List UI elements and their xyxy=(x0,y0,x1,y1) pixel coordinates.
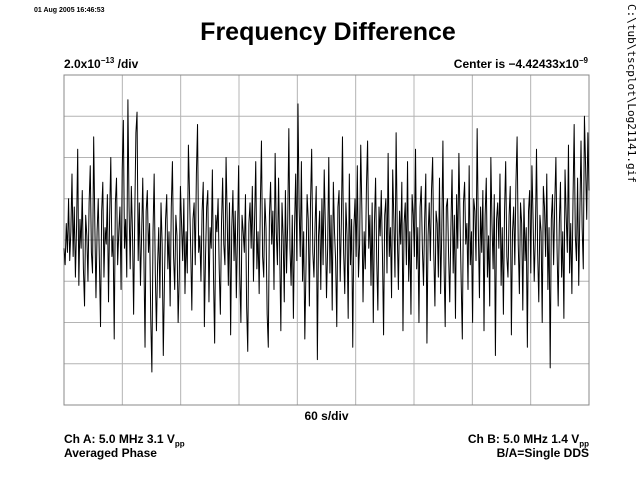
channel-b-mode: B/A=Single DDS xyxy=(496,446,589,460)
center-value-label: Center is −4.42433x10−9 xyxy=(453,56,588,72)
channel-a-mode: Averaged Phase xyxy=(64,446,157,460)
timestamp: 01 Aug 2005 16:46:53 xyxy=(34,7,105,14)
channel-a-unit-subscript: pp xyxy=(174,439,185,449)
channel-a-info: Ch A: 5.0 MHz 3.1 Vpp xyxy=(64,432,185,449)
center-value-prefix: Center is −4.42433x10 xyxy=(453,57,579,71)
channel-b-info: Ch B: 5.0 MHz 1.4 Vpp xyxy=(467,432,589,449)
file-path-label: C:\tub\tscplot\Log21141.gif xyxy=(625,4,638,183)
y-scale-exponent: −13 xyxy=(100,56,115,65)
x-scale-label: 60 s/div xyxy=(304,409,349,423)
y-scale-suffix: /div xyxy=(114,57,139,71)
chart-title: Frequency Difference xyxy=(200,18,456,46)
channel-b-text: Ch B: 5.0 MHz 1.4 V xyxy=(467,432,580,446)
center-value-exponent: −9 xyxy=(578,56,588,65)
frequency-difference-trace xyxy=(63,99,590,373)
channel-b-unit-subscript: pp xyxy=(579,439,589,449)
y-scale-base: 2.0x10 xyxy=(64,57,101,71)
y-scale-label: 2.0x10−13 /div xyxy=(64,56,139,72)
plot-frame xyxy=(63,74,590,406)
channel-a-text: Ch A: 5.0 MHz 3.1 V xyxy=(64,432,175,446)
